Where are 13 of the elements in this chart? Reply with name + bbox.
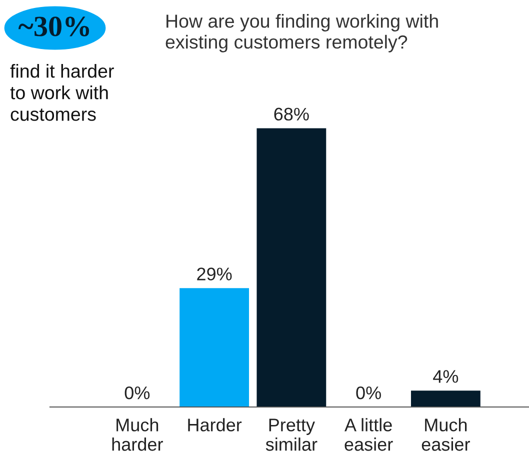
x-tick-label: Pretty similar [266, 418, 318, 451]
data-label: 0% [356, 386, 381, 400]
data-label: 4% [433, 370, 458, 383]
data-label: 0% [124, 386, 150, 400]
data-label: 68% [274, 108, 309, 121]
x-tick-label: Much easier [422, 418, 470, 451]
text: find it harder to work with customers [10, 64, 114, 121]
x-tick-label: A little easier [344, 418, 393, 451]
text: ~30% [18, 16, 90, 36]
x-tick-label: Much harder [112, 418, 163, 451]
chart-title: How are you finding working with existing customers remotely? [166, 14, 438, 52]
x-tick-label: Harder [188, 418, 242, 432]
data-label: 29% [197, 268, 232, 280]
